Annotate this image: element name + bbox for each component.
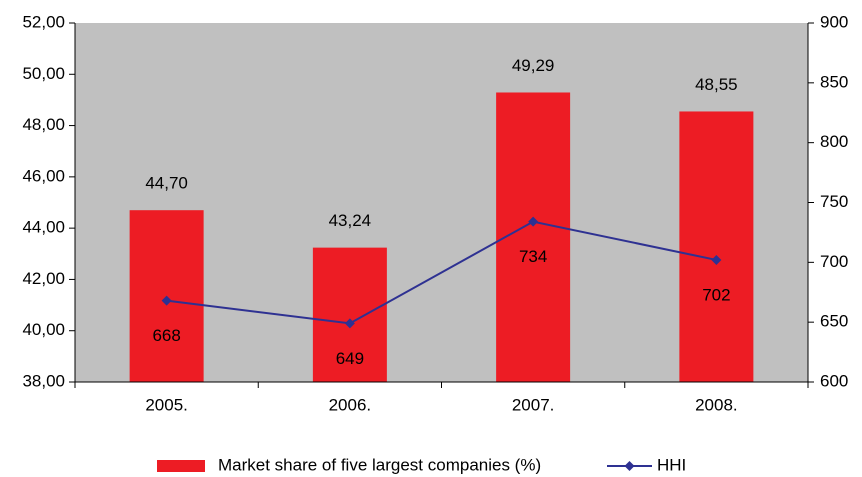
bar-value-label: 49,29	[512, 56, 555, 75]
y-tick-label: 52,00	[22, 12, 65, 31]
y-tick-label: 46,00	[22, 166, 65, 185]
bar	[312, 247, 387, 382]
line-value-label: 702	[702, 285, 730, 304]
y2-tick-label: 800	[820, 132, 848, 151]
y2-tick-label: 850	[820, 72, 848, 91]
bar	[496, 92, 571, 383]
bar-value-label: 44,70	[145, 174, 188, 193]
y2-tick-label: 650	[820, 312, 848, 331]
x-tick-label: 2007.	[512, 395, 555, 414]
y-tick-label: 42,00	[22, 269, 65, 288]
y-tick-label: 50,00	[22, 64, 65, 83]
x-tick-label: 2006.	[329, 395, 372, 414]
y-tick-label: 40,00	[22, 320, 65, 339]
y2-tick-label: 750	[820, 192, 848, 211]
x-tick-label: 2008.	[695, 395, 738, 414]
y2-tick-label: 900	[820, 12, 848, 31]
line-marker	[528, 216, 539, 227]
bar-value-label: 48,55	[695, 75, 738, 94]
y-tick-label: 38,00	[22, 371, 65, 390]
line-marker	[161, 295, 172, 306]
y-tick-label: 48,00	[22, 115, 65, 134]
line-value-label: 649	[336, 349, 364, 368]
line-marker	[344, 318, 355, 329]
line	[166, 220, 717, 325]
bar-value-label: 43,24	[329, 211, 372, 230]
bar	[679, 111, 754, 382]
line-value-label: 734	[519, 247, 547, 266]
x-tick-label: 2005.	[145, 395, 188, 414]
y-tick-label: 44,00	[22, 218, 65, 237]
legend-label: HHI	[657, 455, 686, 474]
y2-tick-label: 700	[820, 252, 848, 271]
line-value-label: 668	[152, 326, 180, 345]
y2-tick-label: 600	[820, 371, 848, 390]
line-marker	[711, 254, 722, 265]
legend-swatch	[157, 460, 205, 472]
legend-label: Market share of five largest companies (…	[218, 455, 541, 474]
legend-marker	[624, 461, 635, 471]
